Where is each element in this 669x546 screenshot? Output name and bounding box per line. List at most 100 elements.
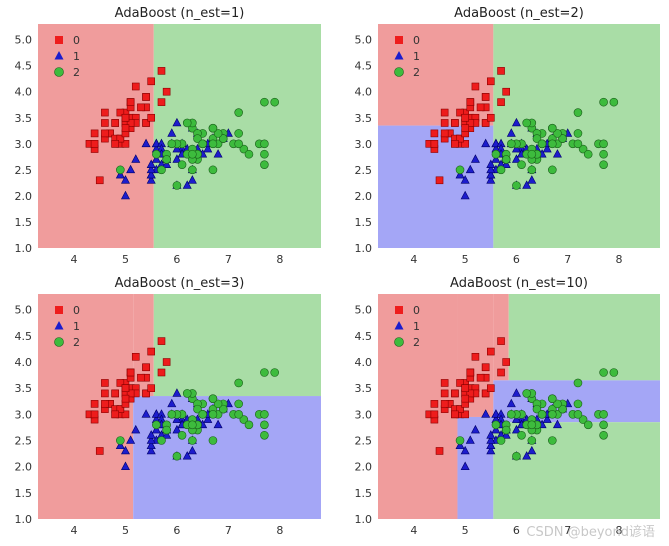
point-class-1 (187, 445, 197, 455)
point-class-1 (167, 128, 177, 137)
point-class-0 (440, 400, 449, 408)
x-tick-label: 5 (462, 524, 469, 537)
legend-marker-2 (394, 67, 404, 77)
legend-marker-2 (54, 67, 64, 77)
y-tick-label: 5.0 (15, 304, 33, 317)
point-class-2 (188, 436, 197, 445)
point-class-1 (506, 398, 516, 408)
subplot-title: AdaBoost (n_est=10) (450, 276, 588, 291)
point-class-2 (116, 165, 125, 175)
point-class-0 (126, 368, 135, 377)
point-class-0 (451, 389, 459, 398)
point-class-1 (203, 414, 213, 423)
point-class-2 (188, 165, 197, 175)
point-class-1 (486, 175, 496, 184)
point-class-2 (182, 118, 192, 128)
point-class-0 (101, 108, 109, 117)
point-class-0 (157, 67, 166, 75)
legend-marker-0 (395, 36, 403, 44)
point-class-0 (486, 384, 495, 392)
point-class-0 (121, 124, 130, 132)
point-class-2 (172, 451, 182, 461)
point-class-0 (461, 140, 469, 148)
point-class-1 (120, 190, 130, 200)
point-class-2 (234, 378, 243, 388)
point-class-2 (507, 139, 516, 149)
point-class-2 (244, 149, 254, 159)
y-tick-label: 3.5 (355, 112, 373, 125)
point-class-0 (481, 363, 490, 372)
point-class-2 (512, 181, 521, 190)
point-class-2 (583, 420, 593, 430)
point-class-2 (512, 451, 521, 461)
legend: 0 1 2 (54, 34, 80, 79)
point-class-2 (548, 394, 557, 403)
point-class-2 (573, 129, 583, 138)
x-tick-label: 4 (410, 524, 417, 537)
point-class-2 (157, 165, 166, 175)
y-tick-label: 3.0 (15, 138, 33, 151)
y-tick-label: 2.0 (355, 461, 373, 474)
point-class-1 (126, 164, 136, 174)
point-class-2 (239, 415, 249, 424)
point-class-2 (167, 139, 177, 149)
point-class-1 (522, 451, 532, 460)
point-class-1 (491, 424, 501, 434)
legend-label: 1 (413, 50, 420, 63)
point-class-1 (126, 435, 136, 444)
point-class-0 (157, 98, 166, 106)
point-class-2 (260, 420, 269, 430)
x-tick-label: 8 (615, 253, 622, 266)
data-points (85, 337, 279, 470)
point-class-2 (167, 410, 177, 419)
point-class-2 (455, 165, 465, 175)
subplot-4: AdaBoost (n_est=10) 4 5 6 7 8 1.0 1.5 2.0 2.5 3.0 3… (355, 276, 660, 537)
point-class-1 (491, 154, 501, 163)
point-class-2 (599, 430, 608, 440)
point-class-1 (120, 445, 130, 455)
y-tick-label: 1.0 (15, 242, 33, 255)
point-class-0 (137, 373, 145, 382)
point-class-1 (542, 143, 552, 153)
point-class-2 (193, 134, 202, 143)
point-class-0 (440, 119, 449, 127)
x-tick-label: 6 (173, 524, 180, 537)
point-class-1 (527, 445, 537, 455)
legend-label: 1 (73, 320, 80, 333)
point-class-2 (234, 108, 243, 117)
point-class-2 (501, 425, 511, 435)
point-class-0 (157, 337, 166, 345)
point-class-0 (466, 389, 475, 398)
legend-label: 0 (73, 34, 80, 47)
point-class-0 (116, 405, 125, 413)
y-tick-label: 4.0 (355, 86, 373, 99)
y-tick-label: 4.0 (15, 356, 33, 369)
y-tick-label: 2.5 (355, 164, 373, 177)
y-tick-label: 3.0 (15, 408, 33, 421)
legend-label: 2 (73, 66, 80, 79)
point-class-1 (470, 154, 480, 163)
point-class-1 (141, 138, 151, 148)
y-tick-label: 3.0 (355, 408, 373, 421)
point-class-2 (517, 160, 526, 169)
point-class-2 (208, 394, 218, 403)
point-class-2 (583, 149, 593, 159)
legend-label: 1 (413, 320, 420, 333)
subplot-2: AdaBoost (n_est=2) 4 5 6 7 8 1.0 1.5 2.0 2.5 3.0 3.… (355, 6, 660, 266)
y-tick-label: 1.0 (355, 513, 373, 526)
point-class-2 (260, 139, 269, 149)
point-class-0 (430, 140, 439, 148)
point-class-2 (244, 420, 254, 430)
point-class-1 (455, 169, 465, 179)
point-class-2 (548, 139, 557, 149)
point-class-1 (172, 414, 182, 423)
point-class-0 (131, 82, 140, 91)
point-class-0 (90, 129, 99, 138)
point-class-0 (126, 98, 135, 106)
x-tick-label: 8 (615, 524, 622, 537)
point-class-2 (239, 144, 249, 154)
point-class-2 (208, 123, 218, 133)
decision-regions (38, 24, 321, 248)
point-class-1 (506, 128, 516, 137)
point-class-2 (208, 436, 218, 445)
